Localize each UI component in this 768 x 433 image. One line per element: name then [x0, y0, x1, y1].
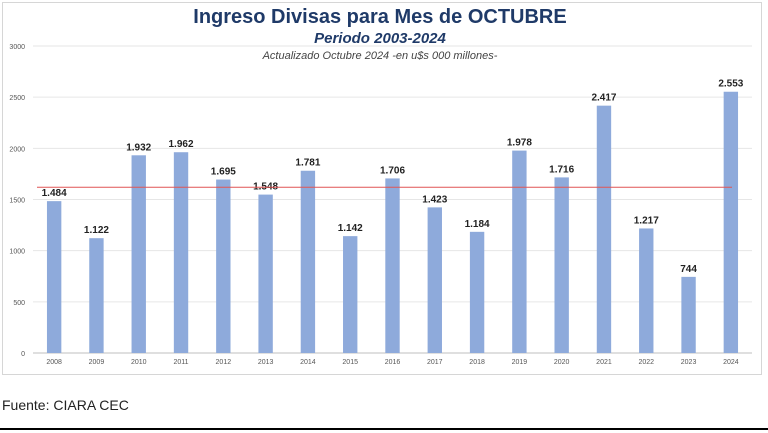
y-tick-label: 500 — [13, 300, 25, 307]
x-tick-label: 2008 — [46, 359, 62, 366]
bar — [554, 177, 569, 353]
y-tick-label: 2000 — [9, 146, 25, 153]
data-label: 1.716 — [549, 164, 574, 175]
bar — [681, 276, 696, 353]
data-label: 2.417 — [591, 93, 616, 104]
chart-frame — [2, 2, 762, 375]
x-tick-label: 2016 — [385, 359, 401, 366]
data-label: 1.142 — [338, 223, 363, 234]
bar — [512, 150, 527, 353]
x-tick-label: 2023 — [681, 359, 697, 366]
bar — [173, 152, 189, 353]
bar-chart: 0 500 1000 1500 2000 2500 3000 1.484 2008 1.122 20… — [9, 44, 752, 366]
x-tick-label: 2020 — [554, 359, 570, 366]
bar — [469, 231, 485, 353]
x-tick-label: 2015 — [342, 359, 358, 366]
data-label: 1.695 — [211, 167, 236, 178]
bar — [131, 155, 146, 353]
bar — [89, 238, 104, 353]
data-label: 1.122 — [84, 225, 109, 236]
x-tick-label: 2013 — [258, 359, 274, 366]
bar — [596, 105, 612, 353]
x-tick-label: 2022 — [638, 359, 654, 366]
x-tick-label: 2024 — [723, 359, 739, 366]
source-label: Fuente: CIARA CEC — [2, 397, 129, 413]
bar — [46, 201, 62, 353]
data-label: 1.962 — [169, 139, 194, 150]
y-tick-label: 2500 — [9, 95, 25, 102]
x-tick-label: 2021 — [596, 359, 612, 366]
bar — [258, 194, 273, 353]
data-label: 1.423 — [422, 194, 447, 205]
x-tick-label: 2017 — [427, 359, 443, 366]
x-tick-label: 2010 — [131, 359, 147, 366]
y-tick-label: 0 — [21, 351, 25, 358]
bar — [427, 207, 442, 353]
bar — [385, 178, 400, 353]
x-tick-label: 2014 — [300, 359, 316, 366]
bar — [639, 228, 654, 353]
x-tick-label: 2009 — [89, 359, 105, 366]
x-tick-label: 2012 — [216, 359, 232, 366]
x-tick-label: 2019 — [512, 359, 528, 366]
data-label: 1.932 — [126, 142, 151, 153]
data-label: 1.978 — [507, 138, 532, 149]
data-label: 1.217 — [634, 215, 659, 226]
data-label: 1.184 — [465, 219, 490, 230]
x-tick-label: 2018 — [469, 359, 485, 366]
bar — [300, 170, 316, 353]
x-tick-label: 2011 — [173, 359, 188, 366]
bar — [723, 91, 739, 354]
chart-note: Actualizado Octubre 2024 -en u$s 000 mil… — [262, 50, 498, 62]
chart-subtitle: Periodo 2003-2024 — [314, 30, 446, 47]
y-tick-label: 1500 — [9, 198, 25, 205]
bar — [343, 236, 358, 353]
data-label: 1.781 — [295, 158, 320, 169]
data-label: 1.706 — [380, 165, 405, 176]
y-tick-label: 3000 — [9, 44, 25, 51]
bottom-divider — [0, 428, 768, 430]
data-label: 1.484 — [42, 188, 67, 199]
data-label: 744 — [680, 264, 697, 275]
data-label: 2.553 — [718, 79, 743, 90]
bar — [216, 179, 231, 353]
y-tick-label: 1000 — [9, 249, 25, 256]
chart-title: Ingreso Divisas para Mes de OCTUBRE — [193, 6, 567, 28]
